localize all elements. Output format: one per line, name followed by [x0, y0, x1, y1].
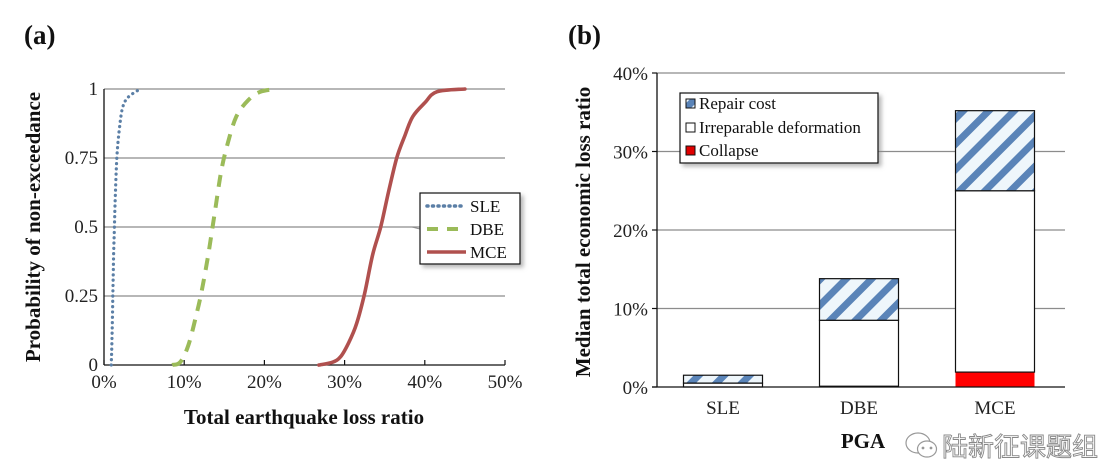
legend-label-sle: SLE [470, 197, 500, 216]
x-tick-label-30: 30% [327, 372, 362, 393]
panel-a-x-tick-labels: 0% 10% 20% 30% 40% 50% [91, 372, 522, 393]
bar-stack-mce [954, 110, 1036, 387]
y-tick-label-20: 20% [613, 221, 648, 242]
x-tick-label-10: 10% [167, 372, 202, 393]
panel-b-y-tick-labels: 0% 10% 20% 30% 40% [613, 64, 648, 399]
legend-label-mce: MCE [470, 243, 507, 262]
legend-swatch-repair-cost [685, 98, 696, 109]
series-line-dbe [171, 87, 277, 367]
bar-segment-mce-irreparable-deformation [954, 190, 1036, 373]
wechat-icon [905, 432, 938, 458]
panel-a-x-axis-title: Total earthquake loss ratio [184, 405, 424, 429]
panel-b-y-axis-title: Median total economic loss ratio [571, 87, 595, 377]
panel-a-legend: SLE DBE MCE [419, 192, 521, 265]
panel-a-y-axis-title: Probability of non-exceedance [21, 92, 45, 362]
x-tick-label-50: 50% [488, 372, 523, 393]
panel-b-x-tick-labels: SLE DBE MCE [706, 398, 1015, 419]
panel-a-axes [103, 89, 506, 366]
bar-stack-dbe [818, 278, 900, 387]
y-tick-label-40: 40% [613, 64, 648, 85]
y-tick-label-30: 30% [613, 143, 648, 164]
panel-b-economic-loss-chart: (b) 0% 10% 20% 30% 40% SLE DBE MCE PGA Median … [568, 20, 1065, 453]
bar-stack-sle [682, 374, 764, 388]
panel-a-y-tick-labels: 0 0.25 0.5 0.75 1 [65, 79, 98, 376]
panel-a-loss-cdf-chart: (a) 0 0.25 0.5 0.75 1 0% 10% 20% 30% 40% 50% Tota… [21, 20, 523, 429]
x-tick-label-20: 20% [247, 372, 282, 393]
panel-b-legend-box [679, 92, 879, 164]
bar-segment-sle-repair-cost [682, 374, 764, 384]
legend-label-repair-cost: Repair cost [699, 94, 776, 113]
x-tick-label-sle: SLE [706, 398, 740, 419]
bar-segment-dbe-irreparable-deformation [818, 319, 900, 387]
panel-a-label: (a) [24, 20, 55, 50]
y-tick-label-1: 1 [89, 79, 99, 100]
x-tick-label-mce: MCE [974, 398, 1015, 419]
panel-a-series-lines [109, 87, 467, 367]
series-line-mce [317, 87, 467, 367]
x-tick-label-40: 40% [407, 372, 442, 393]
y-tick-label-0: 0% [623, 378, 649, 399]
x-tick-label-0: 0% [91, 372, 117, 393]
watermark: 陆新征课题组 [905, 432, 1098, 463]
legend-label-dbe: DBE [470, 220, 504, 239]
legend-label-collapse: Collapse [699, 141, 759, 160]
panel-b-axes [652, 73, 1065, 388]
x-tick-label-dbe: DBE [840, 398, 878, 419]
legend-swatch-collapse [685, 145, 696, 156]
y-tick-label-10: 10% [613, 300, 648, 321]
watermark-text: 陆新征课题组 [942, 433, 1098, 463]
y-tick-label-0: 0 [89, 355, 99, 376]
legend-swatch-irreparable-deformation [685, 122, 696, 133]
legend-leader-line [411, 226, 421, 230]
panel-b-x-axis-title: PGA [841, 429, 886, 453]
bar-segment-mce-repair-cost [954, 110, 1036, 192]
panel-b-legend: Repair cost Irreparable deformation Coll… [679, 92, 879, 164]
y-tick-label-0-25: 0.25 [65, 286, 98, 307]
y-tick-label-0-75: 0.75 [65, 148, 98, 169]
bar-segment-dbe-repair-cost [818, 278, 900, 321]
panel-b-bars [682, 110, 1036, 388]
panel-b-label: (b) [568, 20, 601, 50]
legend-label-irreparable-deformation: Irreparable deformation [699, 118, 861, 137]
bar-segment-mce-collapse [955, 372, 1035, 387]
y-tick-label-0-5: 0.5 [74, 217, 98, 238]
series-line-sle [109, 87, 142, 367]
